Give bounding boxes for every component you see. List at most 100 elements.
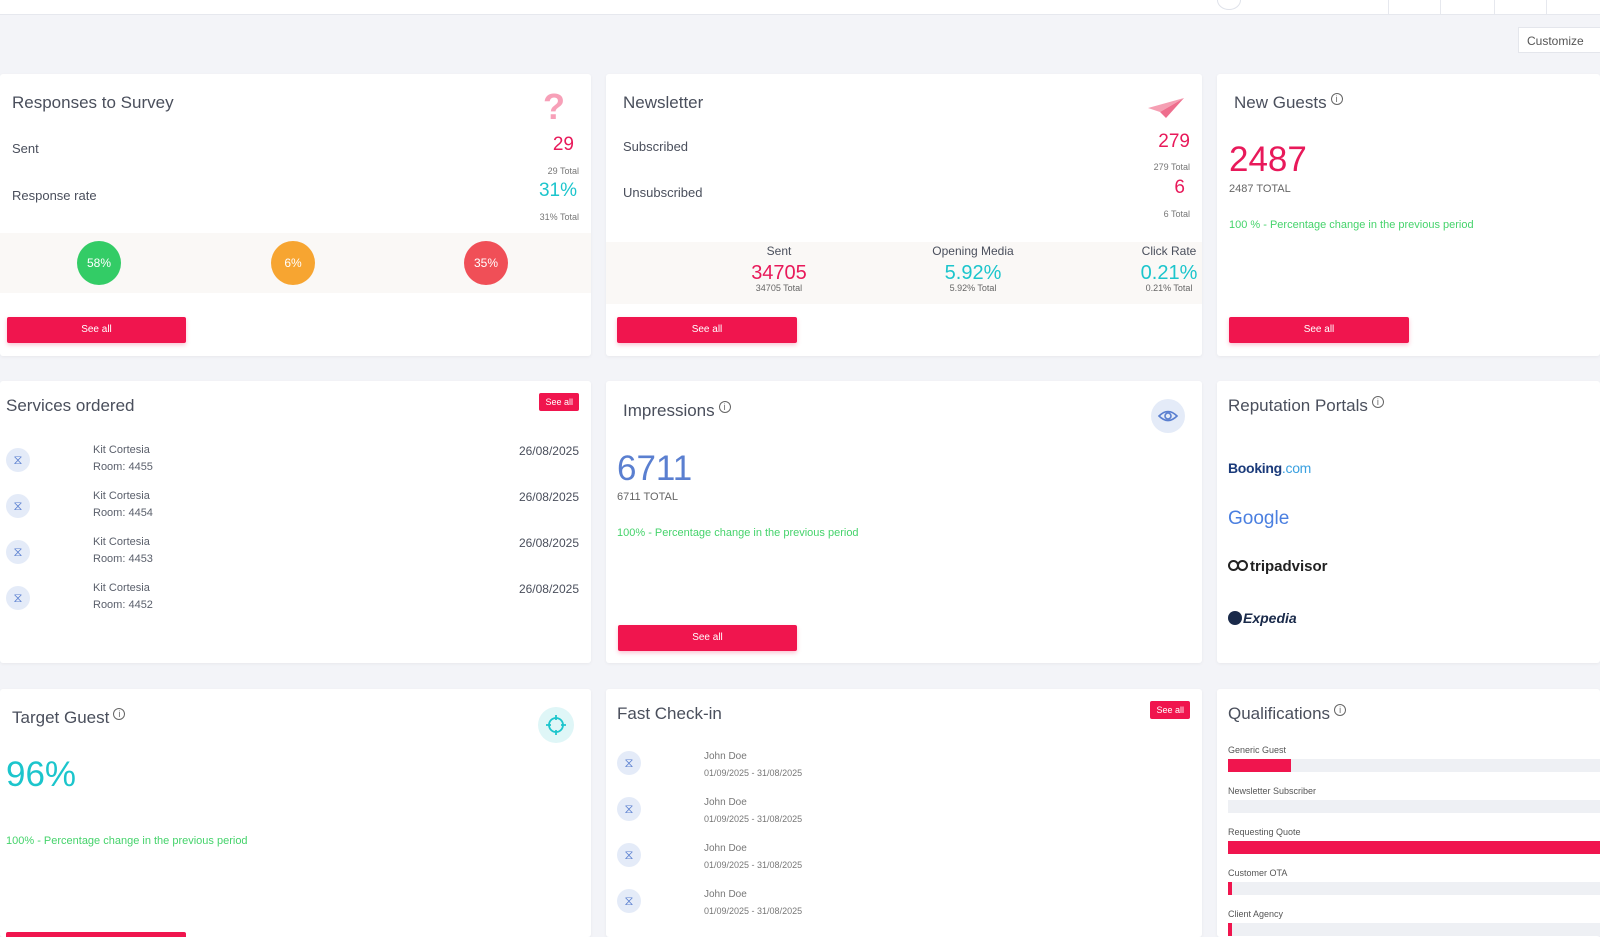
info-icon[interactable]: i: [1334, 704, 1347, 716]
stat-opening-value: 5.92%: [944, 262, 1002, 284]
sent-total: 29 Total: [547, 166, 579, 176]
info-icon[interactable]: i: [113, 708, 126, 720]
hourglass-icon: ⧖: [617, 751, 641, 775]
newsletter-stats: Sent 34705 34705 Total Opening Media 5.9…: [606, 242, 1202, 304]
hourglass-icon: ⧖: [617, 843, 641, 867]
new-guests-title-text: New Guests: [1234, 93, 1327, 112]
qualifications-title-text: Qualifications: [1228, 704, 1331, 723]
crosshair-icon: [538, 707, 574, 743]
qualifications-card: Qualifications i Generic Guest Newsletter…: [1217, 689, 1600, 937]
qual-label: Client Agency: [1228, 909, 1284, 919]
service-name: Kit Cortesia Room: 4452: [93, 582, 153, 611]
checkin-title: Fast Check-in: [617, 704, 722, 723]
service-name: Kit Cortesia Room: 4453: [93, 536, 153, 565]
guest-name: John Doe: [704, 843, 747, 854]
qualifications-title: Qualifications i: [1228, 704, 1347, 724]
new-guests-see-all-button[interactable]: See all: [1229, 317, 1409, 343]
eye-icon: [1151, 399, 1185, 433]
guest-entry: John Doe 01/09/2025 - 31/08/2025: [704, 841, 802, 874]
qual-bar: [1228, 882, 1600, 895]
response-rate-label: Response rate: [12, 188, 97, 203]
sent-value: 29: [552, 134, 574, 155]
checkin-card: Fast Check-in See all ⧖ John Doe 01/09/20…: [606, 689, 1202, 937]
services-card: Services ordered See all ⧖ Kit Cortesia R…: [0, 381, 591, 663]
booking-suffix: .com: [1281, 460, 1312, 476]
qual-label: Requesting Quote: [1228, 827, 1301, 837]
newsletter-card: Newsletter Subscribed 279 279 Total Unsu…: [606, 74, 1202, 356]
globe-icon: [1228, 611, 1242, 625]
owl-icon: [1228, 560, 1250, 572]
info-icon[interactable]: i: [1371, 396, 1384, 408]
new-guests-card: New Guests i 2487 2487 TOTAL 100 % - Perc…: [1217, 74, 1600, 356]
stat-sent-sub: 34705 Total: [755, 283, 803, 293]
impressions-title-text: Impressions: [623, 401, 715, 420]
qual-bar-fill: [1228, 841, 1600, 854]
survey-title: Responses to Survey: [12, 93, 174, 112]
new-guests-total: 2487 TOTAL: [1229, 183, 1291, 195]
divider: [1546, 0, 1547, 15]
divider: [1494, 0, 1495, 15]
survey-see-all-button[interactable]: See all: [7, 317, 186, 343]
info-icon[interactable]: i: [718, 401, 731, 413]
service-name: Kit Cortesia Room: 4455: [93, 444, 153, 473]
target-title: Target Guest i: [12, 708, 126, 728]
subscribed-value: 279: [1158, 131, 1190, 152]
new-guests-change: 100 % - Percentage change in the previou…: [1229, 219, 1474, 231]
info-icon[interactable]: i: [1330, 93, 1343, 105]
stat-sent-label: Sent: [766, 244, 792, 258]
subscribed-label: Subscribed: [623, 139, 689, 154]
impressions-total: 6711 TOTAL: [617, 491, 678, 503]
survey-circle-negative: 35%: [464, 241, 508, 285]
stat-opening-label: Opening Media: [932, 244, 1014, 258]
checkin-see-all-button[interactable]: See all: [1150, 701, 1190, 719]
customize-button[interactable]: Customize: [1518, 27, 1600, 53]
guest-name: John Doe: [704, 797, 747, 808]
target-value: 96%: [6, 755, 77, 794]
divider: [1440, 0, 1441, 15]
survey-circle-positive: 58%: [77, 241, 121, 285]
services-title: Services ordered: [6, 396, 135, 415]
hourglass-icon: ⧖: [6, 494, 30, 518]
expedia-name: Expedia: [1243, 610, 1297, 626]
booking-logo[interactable]: Booking.com: [1228, 460, 1311, 476]
impressions-see-all-button[interactable]: See all: [618, 625, 797, 651]
hourglass-icon: ⧖: [6, 586, 30, 610]
stat-click-sub: 0.21% Total: [1145, 283, 1193, 293]
new-guests-value: 2487: [1229, 140, 1307, 179]
booking-name: Booking: [1228, 460, 1282, 476]
tripadvisor-logo[interactable]: tripadvisor: [1228, 558, 1328, 575]
paper-plane-icon: [1148, 98, 1184, 118]
qual-bar-fill: [1228, 882, 1232, 895]
expedia-logo[interactable]: Expedia: [1228, 610, 1297, 626]
qual-label: Customer OTA: [1228, 868, 1288, 878]
qual-bar: [1228, 759, 1600, 772]
newsletter-see-all-button[interactable]: See all: [617, 317, 797, 343]
newsletter-title: Newsletter: [623, 93, 704, 112]
stay-dates: 01/09/2025 - 31/08/2025: [704, 768, 803, 778]
stay-dates: 01/09/2025 - 31/08/2025: [704, 906, 803, 916]
stat-opening: Opening Media 5.92% 5.92% Total: [903, 244, 1043, 293]
response-rate-value: 31%: [538, 180, 577, 201]
service-date: 26/08/2025: [518, 536, 579, 550]
hourglass-icon: ⧖: [617, 797, 641, 821]
user-avatar[interactable]: [1217, 0, 1241, 10]
reputation-card: Reputation Portals i Booking.com Google t…: [1217, 381, 1600, 663]
service-date: 26/08/2025: [518, 444, 579, 458]
subscribed-total: 279 Total: [1153, 162, 1190, 172]
services-see-all-button[interactable]: See all: [539, 393, 579, 411]
stay-dates: 01/09/2025 - 31/08/2025: [704, 814, 803, 824]
guest-name: John Doe: [704, 889, 747, 900]
stat-sent-value: 34705: [751, 262, 807, 284]
survey-circle-neutral: 6%: [271, 241, 315, 285]
service-name: Kit Cortesia Room: 4454: [93, 490, 153, 519]
target-see-all-button[interactable]: [6, 932, 186, 937]
qual-bar-fill: [1228, 759, 1292, 772]
stat-opening-sub: 5.92% Total: [949, 283, 997, 293]
google-logo[interactable]: Google: [1228, 508, 1289, 530]
hourglass-icon: ⧖: [6, 448, 30, 472]
service-date: 26/08/2025: [518, 490, 579, 504]
guest-entry: John Doe 01/09/2025 - 31/08/2025: [704, 887, 802, 920]
divider: [1388, 0, 1389, 15]
impressions-value: 6711: [617, 449, 693, 488]
top-bar: [0, 0, 1600, 15]
